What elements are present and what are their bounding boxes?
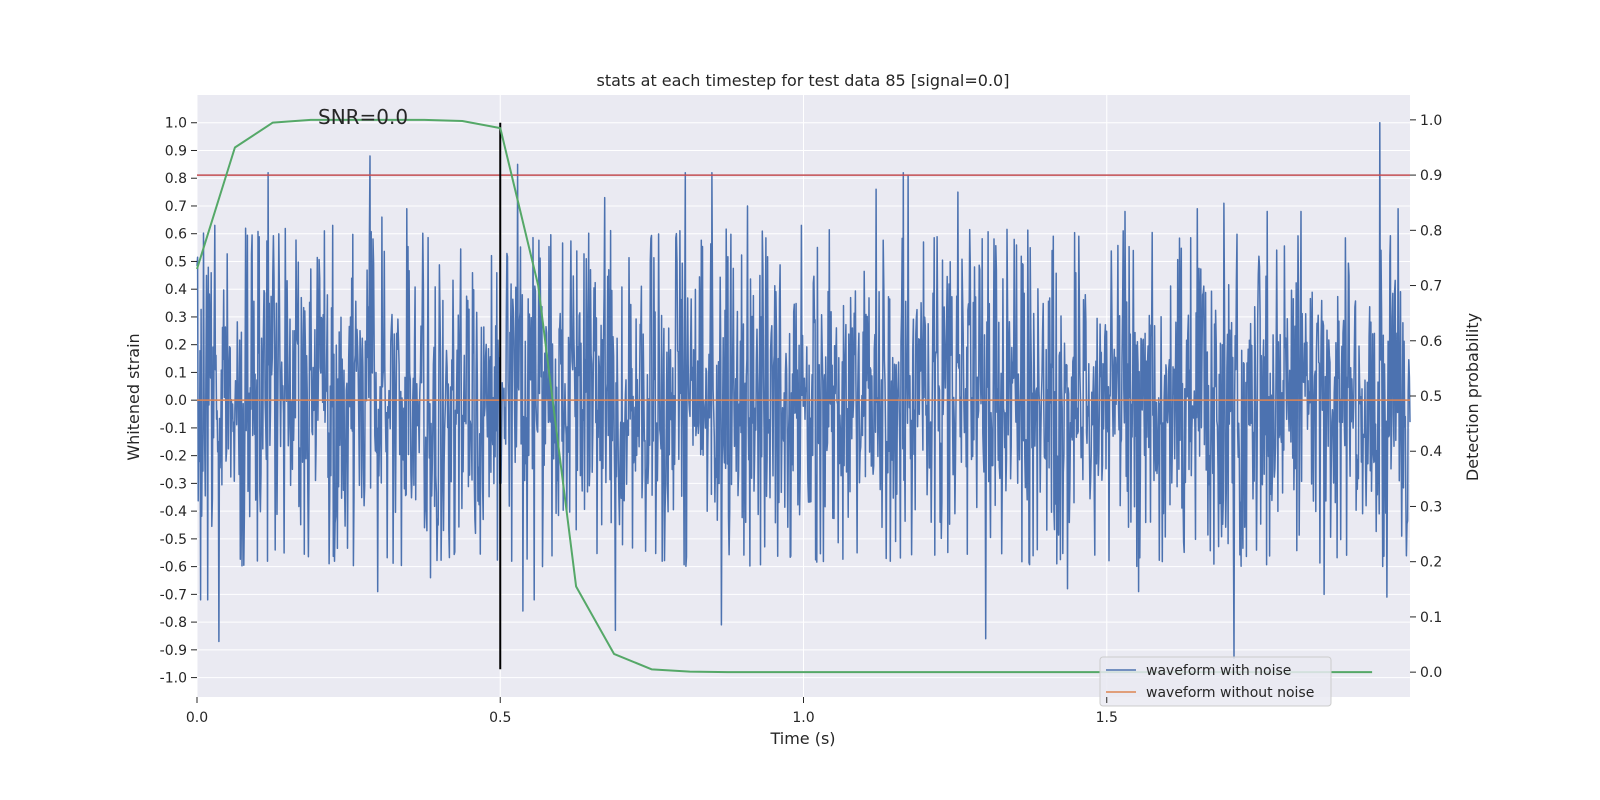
y-right-tick-label: 1.0 [1420,113,1442,129]
y-right-tick-label: 0.7 [1420,279,1442,295]
y-tick-label: -0.3 [160,476,187,492]
plot-area [196,95,1411,697]
y-right-tick-label: 0.6 [1420,334,1442,350]
y-right-tick-label: 0.2 [1420,555,1442,571]
y-tick-label: -0.4 [160,504,187,520]
y-tick-label: -0.9 [160,643,187,659]
y-tick-label: -1.0 [160,671,187,687]
y-right-tick-label: 0.3 [1420,499,1442,515]
y-tick-label: -0.5 [160,532,187,548]
y-tick-label: -0.8 [160,615,187,631]
y-tick-label: 0.3 [165,310,187,326]
y-right-tick-label: 0.9 [1420,168,1442,184]
y-tick-label: 0.1 [165,365,187,381]
y-axis-label: Whitened strain [124,333,143,460]
x-tick-label: 1.5 [1096,710,1118,726]
legend: waveform with noise waveform without noi… [1099,656,1332,707]
legend-label-waveform-with-noise: waveform with noise [1146,663,1291,679]
legend-box [1099,656,1332,707]
chart-title: stats at each timestep for test data 85 … [597,71,1010,90]
x-tick-label: 0.0 [186,710,208,726]
y-right-axis-label: Detection probability [1463,313,1482,481]
y-tick-label: 0.2 [165,338,187,354]
y-tick-label: 0.8 [165,171,187,187]
y-tick-label: 0.6 [165,227,187,243]
y-tick-label: 0.9 [165,143,187,159]
y-right-tick-label: 0.4 [1420,444,1442,460]
y-tick-label: -0.6 [160,560,187,576]
y-right-tick-label: 0.0 [1420,665,1442,681]
y-tick-label: 0.4 [165,282,187,298]
x-tick-label: 1.0 [792,710,814,726]
snr-annotation: SNR=0.0 [318,105,408,129]
y-tick-label: -0.7 [160,587,187,603]
y-right-tick-label: 0.1 [1420,610,1442,626]
x-tick-label: 0.5 [489,710,511,726]
y-tick-label: -0.2 [160,449,187,465]
y-tick-label: 1.0 [165,116,187,132]
series-waveform-with-noise [196,121,1411,659]
series-detection-probability [196,118,1373,674]
legend-label-waveform-without-noise: waveform without noise [1146,685,1314,701]
y-tick-label: 0.5 [165,254,187,270]
x-axis-label: Time (s) [769,729,835,748]
y-tick-label: 0.7 [165,199,187,215]
y-right-tick-label: 0.5 [1420,389,1442,405]
y-tick-label: -0.1 [160,421,187,437]
y-right-tick-label: 0.8 [1420,223,1442,239]
y-tick-label: 0.0 [165,393,187,409]
